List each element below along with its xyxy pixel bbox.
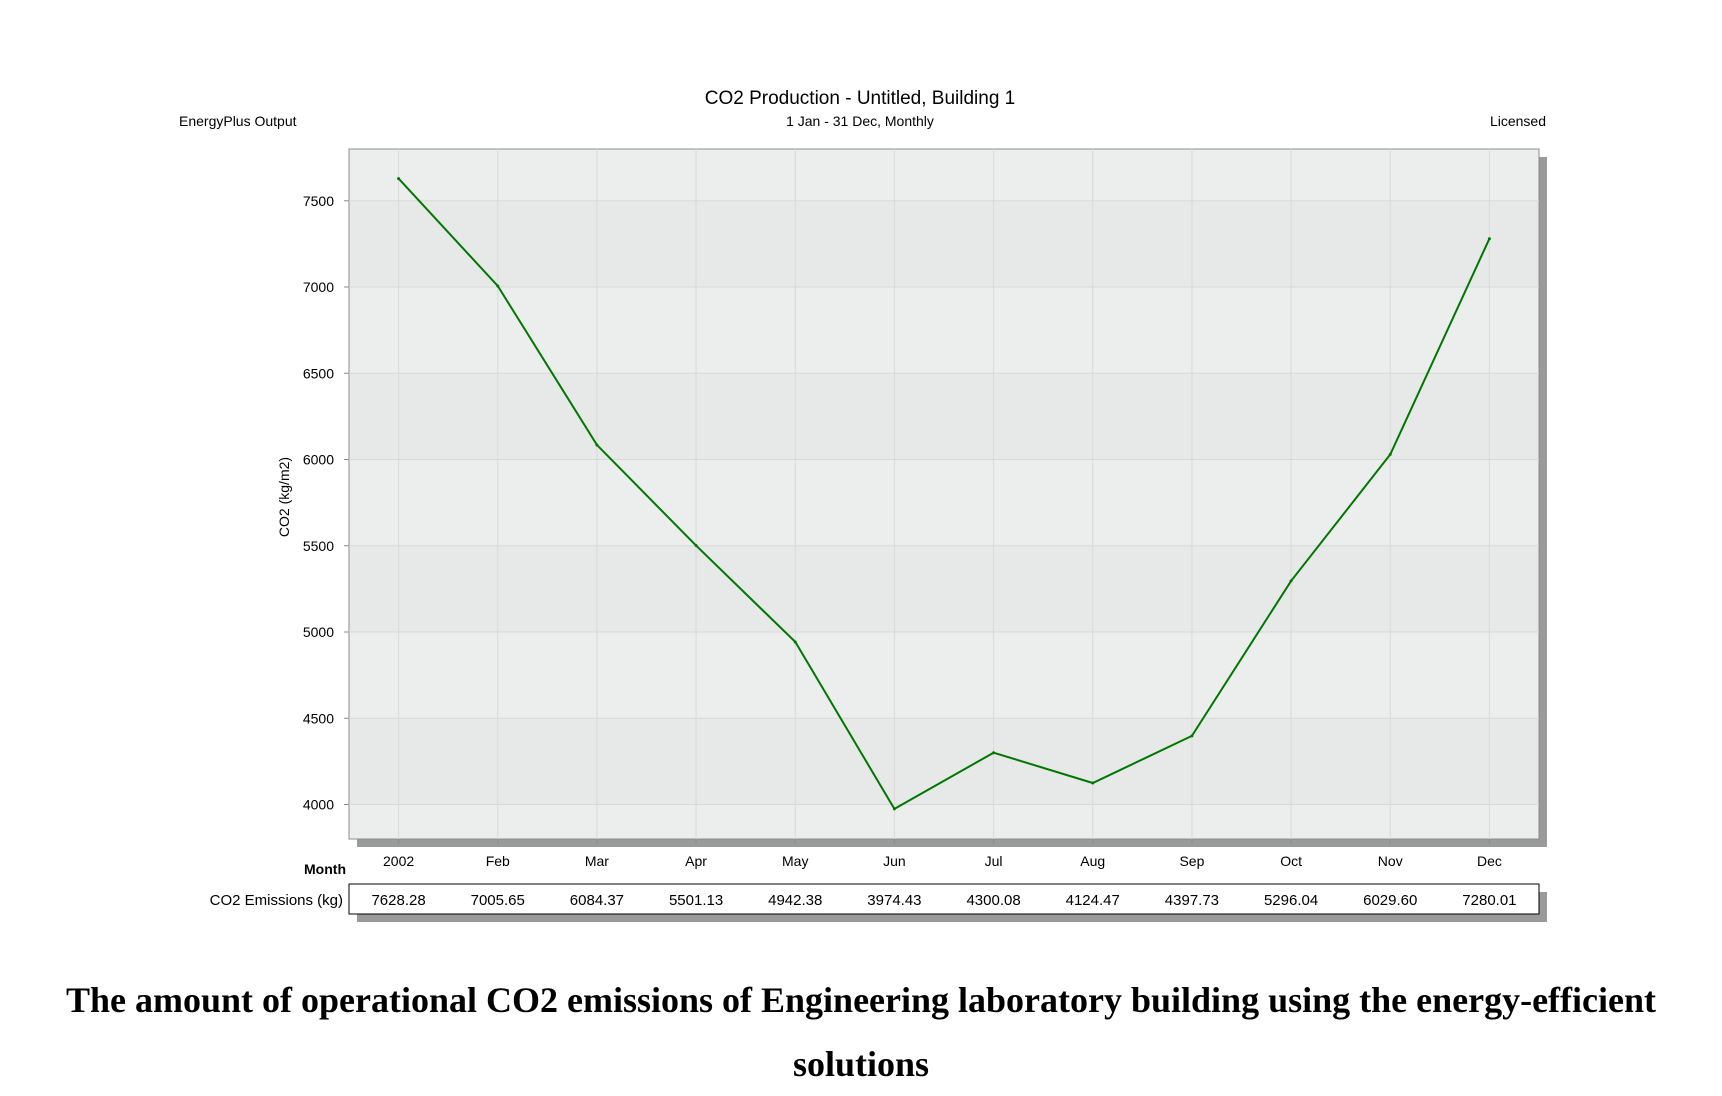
- x-axis-ticks: 2002 Feb Mar Apr May Jun Jul Aug Sep Oct Nov Dec: [383, 839, 1502, 869]
- data-point: [496, 284, 500, 288]
- chart-title: CO2 Production - Untitled, Building 1: [705, 88, 1016, 109]
- x-tick-label: Dec: [1477, 853, 1502, 869]
- y-tick-label: 6500: [303, 365, 334, 381]
- data-table-cell: 6029.60: [1363, 892, 1417, 909]
- data-point: [397, 177, 401, 181]
- header-left-label: EnergyPlus Output: [179, 113, 297, 129]
- figure-caption-line-1: The amount of operational CO2 emissions …: [65, 980, 1656, 1020]
- data-table: [348, 883, 1540, 915]
- x-tick-label: Oct: [1280, 853, 1302, 869]
- y-axis-label: CO2 (kg/m2): [276, 457, 292, 537]
- data-table-cell: 3974.43: [867, 892, 921, 909]
- data-point: [1289, 579, 1293, 583]
- plot-band: [350, 373, 1538, 460]
- chart-subtitle: 1 Jan - 31 Dec, Monthly: [786, 113, 934, 129]
- x-tick-label: Sep: [1179, 853, 1204, 869]
- data-point: [892, 807, 896, 811]
- data-table-values: 7628.28 7005.65 6084.37 5501.13 4942.38 3974.…: [371, 892, 1516, 909]
- data-point: [694, 544, 698, 548]
- data-point: [1487, 237, 1491, 241]
- data-table-cell: 4942.38: [768, 892, 822, 909]
- x-tick-label: May: [782, 853, 808, 869]
- y-axis-ticks: 4000 4500 5000 5500 6000 6500 7000 7500: [303, 193, 349, 813]
- plot-bands: [350, 200, 1538, 805]
- data-table-cell: 6084.37: [570, 892, 624, 909]
- figure-caption-line-2: solutions: [792, 1044, 930, 1084]
- x-tick-label: Jun: [883, 853, 906, 869]
- x-tick-label: Feb: [486, 853, 510, 869]
- x-tick-label: 2002: [383, 853, 414, 869]
- data-table-cell: 7280.01: [1462, 892, 1516, 909]
- data-table-cell: 4397.73: [1165, 892, 1219, 909]
- x-tick-label: Apr: [685, 853, 707, 869]
- data-point: [793, 640, 797, 644]
- y-tick-label: 5000: [303, 624, 334, 640]
- data-point: [1388, 452, 1392, 456]
- plot-band: [350, 200, 1538, 287]
- data-point: [1091, 781, 1095, 785]
- data-table-cell: 4300.08: [966, 892, 1020, 909]
- data-table-cell: 5501.13: [669, 892, 723, 909]
- series-line-co2: [397, 177, 1491, 811]
- x-tick-label: Jul: [985, 853, 1003, 869]
- data-table-cell: 5296.04: [1264, 892, 1318, 909]
- x-tick-label: Mar: [585, 853, 609, 869]
- grid-lines: [349, 149, 1539, 839]
- x-tick-label: Aug: [1080, 853, 1105, 869]
- x-axis-label: Month: [304, 861, 346, 877]
- y-tick-label: 7000: [303, 279, 334, 295]
- data-table-cell: 7628.28: [371, 892, 425, 909]
- y-tick-label: 6000: [303, 452, 334, 468]
- data-point: [1190, 734, 1194, 738]
- y-tick-label: 4500: [303, 710, 334, 726]
- y-tick-label: 5500: [303, 538, 334, 554]
- data-table-cell: 7005.65: [471, 892, 525, 909]
- data-point: [992, 751, 996, 755]
- data-table-row-label: CO2 Emissions (kg): [210, 892, 343, 909]
- y-tick-label: 4000: [303, 797, 334, 813]
- y-tick-label: 7500: [303, 193, 334, 209]
- data-point: [595, 443, 599, 447]
- plot-band: [350, 545, 1538, 632]
- x-tick-label: Nov: [1378, 853, 1403, 869]
- data-table-cell: 4124.47: [1066, 892, 1120, 909]
- plot-band: [350, 718, 1538, 805]
- series-points: [397, 177, 1491, 811]
- header-right-label: Licensed: [1490, 113, 1546, 129]
